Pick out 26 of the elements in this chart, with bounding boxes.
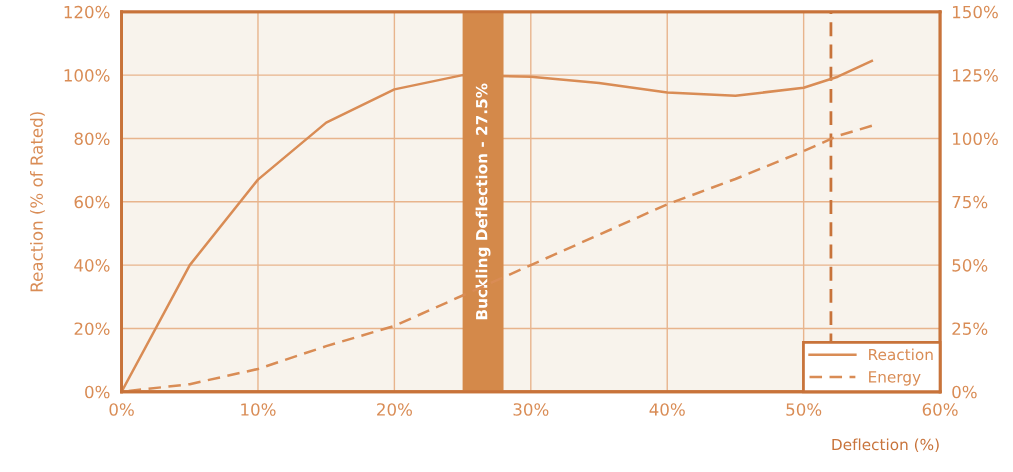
x-axis-title: Deflection (%) [832,438,939,453]
y-tick-label: 20% [74,322,110,335]
y-tick-label: 120% [64,5,110,19]
y2-tick-label: 0% [952,385,977,399]
band-label: Buckling Deflection - 27.5% [475,83,491,320]
y-tick-label: 80% [74,132,110,146]
y2-tick-label: 25% [952,322,988,335]
legend-label: Reaction [869,348,933,361]
y2-tick-label: 100% [953,132,998,146]
y2-tick-label: 125% [953,69,998,82]
x-tick-label: 20% [377,403,412,416]
x-tick-label: 0% [109,403,134,416]
y2-tick-label: 50% [952,259,988,272]
x-tick-label: 50% [786,403,822,416]
x-tick-label: 60% [922,403,958,416]
x-tick-label: 40% [649,403,685,416]
y-tick-label: 40% [74,259,110,272]
y-tick-label: 100% [64,69,110,82]
legend-label: Energy [869,371,921,386]
y2-tick-label: 75% [952,195,988,209]
y-tick-label: 60% [74,195,110,209]
x-tick-label: 10% [241,403,276,416]
x-tick-label: 30% [513,403,549,416]
y2-tick-label: 150% [953,5,998,19]
y-tick-label: 0% [85,385,110,399]
y-axis-title: Reaction (% of Rated) [30,112,45,292]
